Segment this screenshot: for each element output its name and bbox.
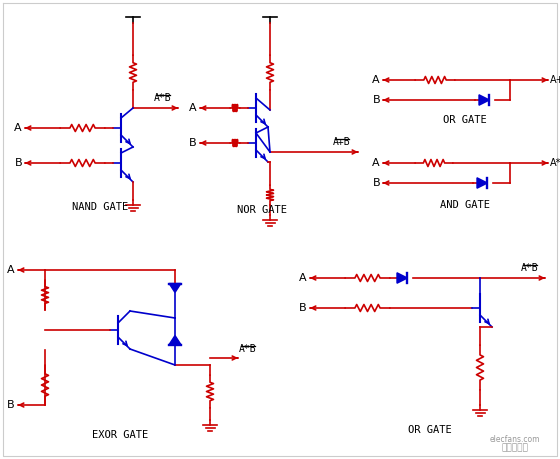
Polygon shape	[477, 178, 487, 188]
Text: A*B: A*B	[154, 93, 172, 103]
Text: EXOR GATE: EXOR GATE	[92, 430, 148, 440]
Text: NOR GATE: NOR GATE	[237, 205, 287, 215]
Polygon shape	[169, 284, 181, 292]
Text: A: A	[372, 158, 380, 168]
Text: A: A	[372, 75, 380, 85]
Text: A: A	[15, 123, 22, 133]
Text: OR GATE: OR GATE	[408, 425, 452, 435]
Text: B: B	[7, 400, 15, 410]
Text: A: A	[189, 103, 197, 113]
Text: OR GATE: OR GATE	[443, 115, 487, 125]
Text: 电子发烧友: 电子发烧友	[502, 443, 529, 452]
Polygon shape	[479, 95, 489, 105]
Text: B: B	[372, 178, 380, 188]
Text: AND GATE: AND GATE	[440, 200, 490, 210]
Text: A*B: A*B	[521, 263, 539, 273]
Text: A*B: A*B	[239, 344, 257, 354]
Polygon shape	[169, 336, 181, 345]
Text: B: B	[189, 138, 197, 148]
Text: A+B: A+B	[550, 75, 560, 85]
Text: NAND GATE: NAND GATE	[72, 202, 128, 212]
Text: A+B: A+B	[333, 137, 351, 147]
Text: A: A	[300, 273, 307, 283]
Text: B: B	[372, 95, 380, 105]
Text: A: A	[7, 265, 15, 275]
Text: A*B: A*B	[550, 158, 560, 168]
Text: elecfans.com: elecfans.com	[490, 435, 540, 444]
Text: B: B	[15, 158, 22, 168]
Polygon shape	[397, 273, 407, 283]
Text: B: B	[300, 303, 307, 313]
